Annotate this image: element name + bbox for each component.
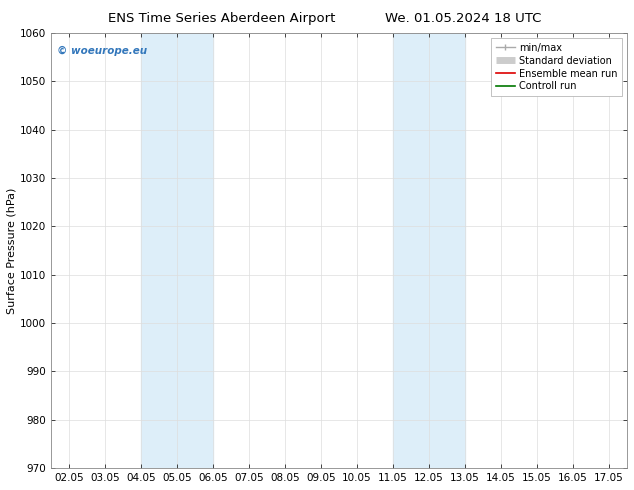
Text: We. 01.05.2024 18 UTC: We. 01.05.2024 18 UTC [385, 12, 541, 25]
Text: © woeurope.eu: © woeurope.eu [56, 46, 146, 56]
Text: ENS Time Series Aberdeen Airport: ENS Time Series Aberdeen Airport [108, 12, 335, 25]
Bar [141, 33, 213, 468]
Y-axis label: Surface Pressure (hPa): Surface Pressure (hPa) [7, 187, 17, 314]
Legend: min/max, Standard deviation, Ensemble mean run, Controll run: min/max, Standard deviation, Ensemble me… [491, 38, 622, 97]
Bar [393, 33, 465, 468]
